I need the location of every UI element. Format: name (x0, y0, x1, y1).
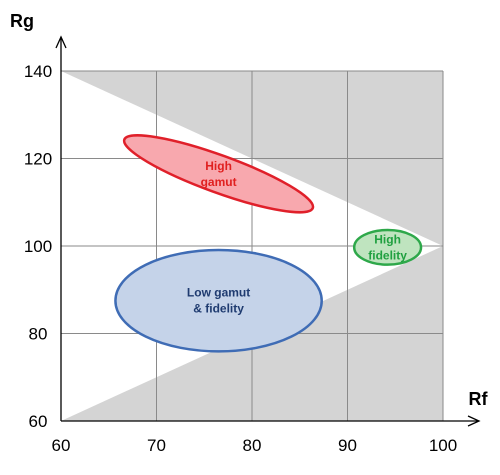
region-ellipse-2 (352, 228, 423, 266)
x-tick-label-1: 70 (147, 436, 166, 455)
region-1: Low gamut & fidelity (114, 248, 323, 353)
x-tick-label-3: 90 (338, 436, 357, 455)
tick-labels: 60 70 80 90 100 60 80 100 120 140 (24, 62, 457, 455)
axes (55, 35, 481, 427)
region-label-0-1: gamut (201, 175, 237, 189)
x-tick-label-2: 80 (243, 436, 262, 455)
x-axis-arrow (467, 415, 481, 427)
y-tick-label-2: 100 (24, 237, 52, 256)
x-tick-label-4: 100 (429, 436, 457, 455)
region-label-0-0: High (205, 159, 232, 173)
y-tick-label-3: 120 (24, 150, 52, 169)
region-ellipse-1 (114, 248, 323, 353)
y-tick-label-4: 140 (24, 62, 52, 81)
region-label-2-1: fidelity (368, 248, 407, 262)
region-ellipse-0 (122, 134, 315, 214)
region-0: High gamut (122, 134, 315, 214)
y-tick-label-1: 80 (29, 325, 48, 344)
y-tick-label-0: 60 (29, 412, 48, 431)
region-label-1-0: Low gamut (187, 286, 250, 300)
region-2: High fidelity (352, 228, 423, 266)
region-label-1-1: & fidelity (193, 302, 244, 316)
y-axis-arrow (55, 35, 67, 49)
region-label-2-0: High (374, 232, 401, 246)
y-axis-label: Rg (10, 11, 34, 31)
x-tick-label-0: 60 (52, 436, 71, 455)
regions: High gamut Low gamut & fidelity High fidelity (114, 134, 423, 353)
x-axis-label: Rf (469, 389, 489, 409)
